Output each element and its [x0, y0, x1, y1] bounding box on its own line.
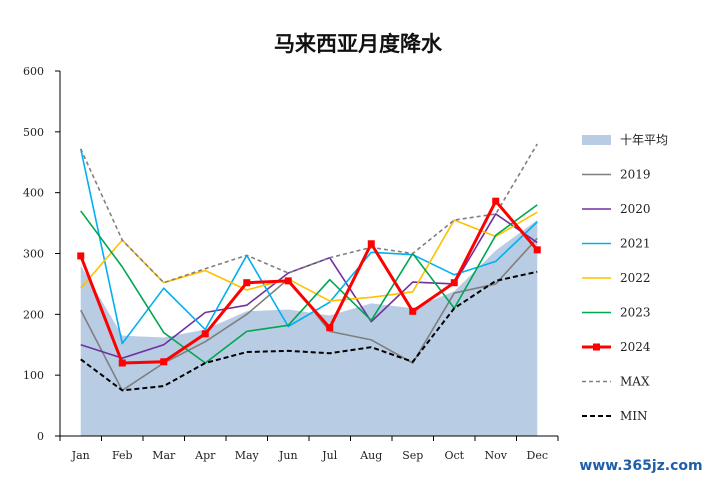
legend-label: 2021: [620, 237, 651, 251]
axes-layer: 0 100 200 300 400 500 600 Jan Feb Mar Apr May Jun Jul…: [23, 65, 559, 462]
data-point-2024: [243, 279, 251, 287]
watermark-text: www.365jz.com: [579, 458, 702, 474]
x-tick-label: Jan: [71, 449, 90, 462]
legend-swatch-marker: [593, 343, 600, 351]
legend-label: 2023: [620, 306, 651, 320]
x-tick-label: Jul: [321, 449, 337, 462]
legend-label: 2019: [620, 168, 651, 182]
legend-item: 2021: [582, 237, 651, 251]
data-point-2024: [326, 324, 334, 332]
y-tick-label: 200: [23, 308, 44, 321]
data-point-2024: [118, 359, 126, 367]
data-point-2024: [367, 240, 375, 248]
series-area-avg: [80, 220, 538, 436]
data-point-2024: [77, 252, 85, 260]
y-tick-label: 100: [23, 369, 44, 382]
legend-label: MAX: [620, 375, 650, 389]
series-lines-layer: [77, 143, 541, 392]
legend-label: 2022: [620, 271, 651, 285]
x-tick-label: Sep: [402, 449, 423, 462]
x-tick-label: Mar: [152, 449, 176, 462]
series-line-max: [80, 143, 538, 284]
data-point-2024: [284, 277, 292, 285]
legend-item: 2024: [582, 340, 651, 354]
legend-item: 2020: [582, 202, 651, 216]
legend-item: MAX: [582, 375, 650, 389]
legend-item: 2019: [582, 168, 651, 182]
x-tick-label: Jun: [278, 449, 298, 462]
chart-title: 马来西亚月度降水: [274, 32, 443, 56]
x-tick-label: Nov: [485, 449, 508, 462]
data-point-2024: [533, 246, 541, 254]
legend-swatch-area: [582, 135, 611, 145]
legend-item: 十年平均: [582, 133, 668, 147]
series-line-2021: [79, 148, 538, 345]
data-point-2024: [450, 279, 458, 287]
legend-item: MIN: [582, 409, 648, 423]
legend-item: 2023: [582, 306, 651, 320]
average-area-layer: [80, 220, 538, 436]
x-tick-label: Dec: [527, 449, 549, 462]
legend: 十年平均 2019 2020 2021 2022 2023 2024 MAX MIN: [582, 133, 668, 423]
legend-label: 2024: [620, 340, 651, 354]
y-tick-label: 400: [23, 187, 44, 200]
series-line-2024: [79, 199, 539, 365]
legend-label: 十年平均: [620, 133, 668, 147]
x-tick-label: Feb: [112, 449, 133, 462]
legend-label: MIN: [620, 409, 648, 423]
x-tick-label: May: [235, 449, 260, 462]
y-tick-label: 0: [37, 430, 44, 443]
legend-label: 2020: [620, 202, 651, 216]
data-point-2024: [492, 197, 500, 205]
y-tick-label: 300: [23, 248, 44, 261]
y-tick-label: 500: [23, 126, 44, 139]
legend-item: 2022: [582, 271, 651, 285]
y-tick-label: 600: [23, 65, 44, 78]
x-tick-label: Aug: [359, 449, 382, 462]
x-tick-label: Oct: [444, 449, 464, 462]
x-tick-label: Apr: [194, 449, 216, 462]
data-point-2024: [201, 330, 209, 338]
data-point-2024: [409, 307, 417, 315]
data-point-2024: [160, 358, 168, 366]
